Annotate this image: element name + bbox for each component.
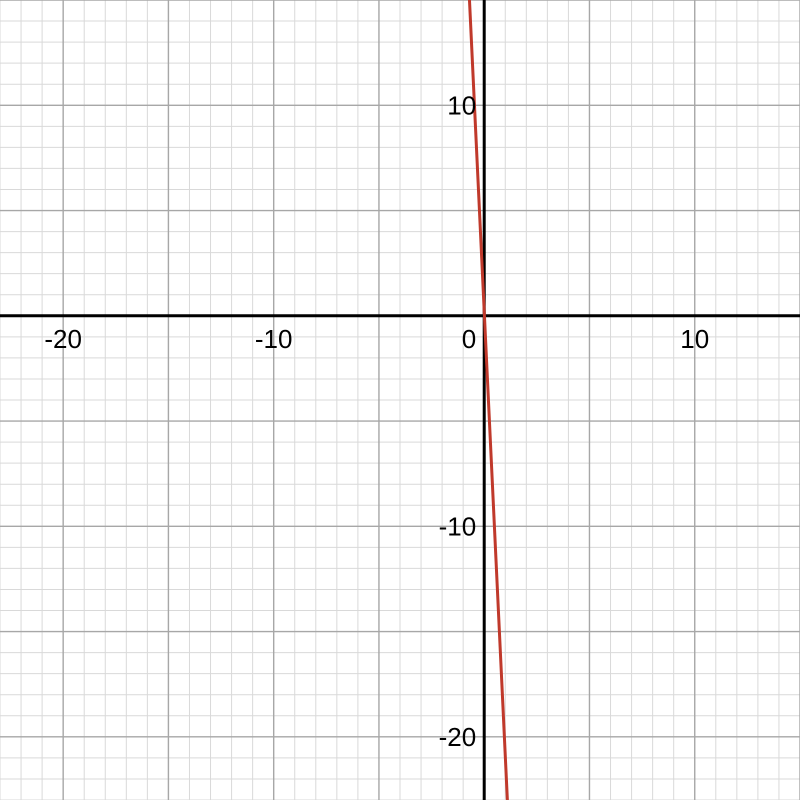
x-tick-label: 0 (462, 324, 476, 354)
chart-svg: -20 -10 0 10 10 -10 -20 (0, 0, 800, 800)
y-tick-label: 10 (447, 90, 476, 120)
y-tick-label: -20 (439, 722, 477, 752)
x-tick-label: -20 (44, 324, 82, 354)
y-tick-label: -10 (439, 511, 477, 541)
x-tick-label: 10 (680, 324, 709, 354)
line-chart: -20 -10 0 10 10 -10 -20 (0, 0, 800, 800)
x-tick-label: -10 (255, 324, 293, 354)
